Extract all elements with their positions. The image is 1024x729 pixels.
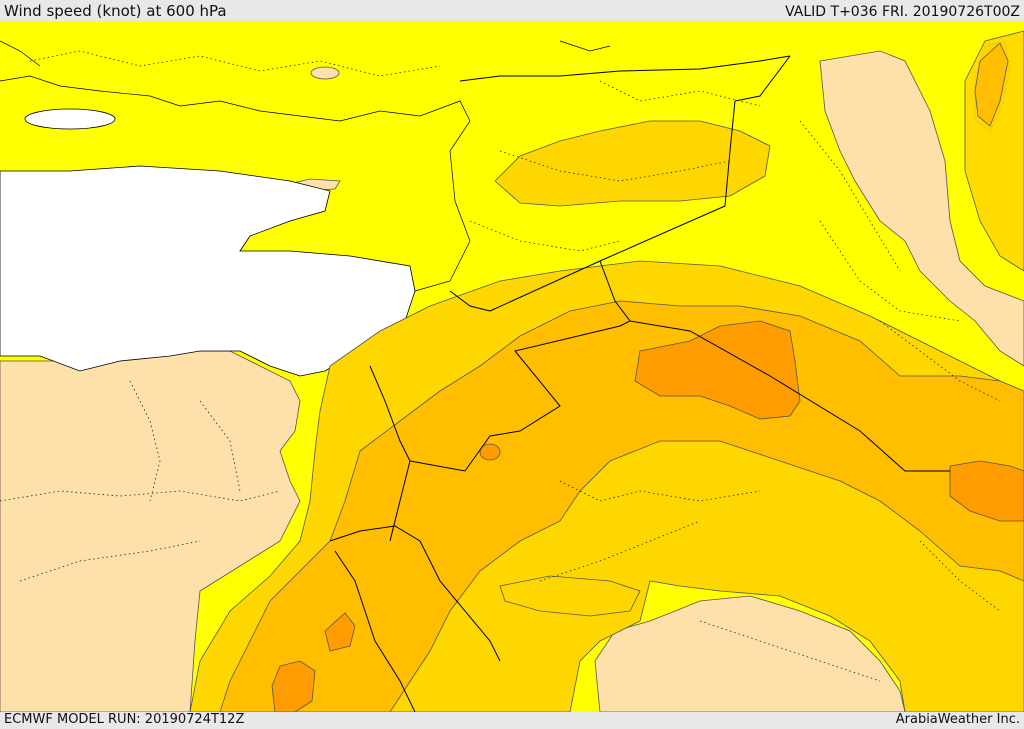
band-40-50-core-small (324, 612, 356, 652)
band-40-50-core-east (949, 460, 1024, 522)
coastline (0, 40, 611, 292)
valid-time: VALID T+036 FRI. 20190726T00Z (785, 4, 1020, 20)
admin-boundaries (0, 50, 1001, 682)
credit: ArabiaWeather Inc. (895, 712, 1020, 727)
mediterranean-sea (0, 165, 416, 377)
map-canvas (0, 21, 1024, 712)
country-borders (329, 55, 950, 712)
band-40-50-core-south (271, 660, 316, 712)
band-40-50-core-central (634, 320, 801, 420)
band-lt10-saudi (594, 595, 906, 712)
band-30-40-northeast-core (974, 42, 1009, 127)
band-30-40-main (219, 300, 1024, 712)
band-lt10-spot (310, 66, 340, 80)
sea-inlet (24, 108, 116, 130)
band-20-30-island (499, 575, 641, 617)
band-40-50-spot (479, 443, 501, 461)
model-run: ECMWF MODEL RUN: 20190724T12Z (4, 712, 245, 727)
band-lt10-east (819, 50, 1024, 367)
map-title: Wind speed (knot) at 600 hPa (4, 2, 227, 20)
band-20-30-north (494, 120, 771, 207)
map-footer: ECMWF MODEL RUN: 20190724T12Z ArabiaWeat… (0, 712, 1024, 729)
map-header: Wind speed (knot) at 600 hPa VALID T+036… (0, 0, 1024, 21)
wind-speed-map[interactable] (0, 21, 1024, 712)
